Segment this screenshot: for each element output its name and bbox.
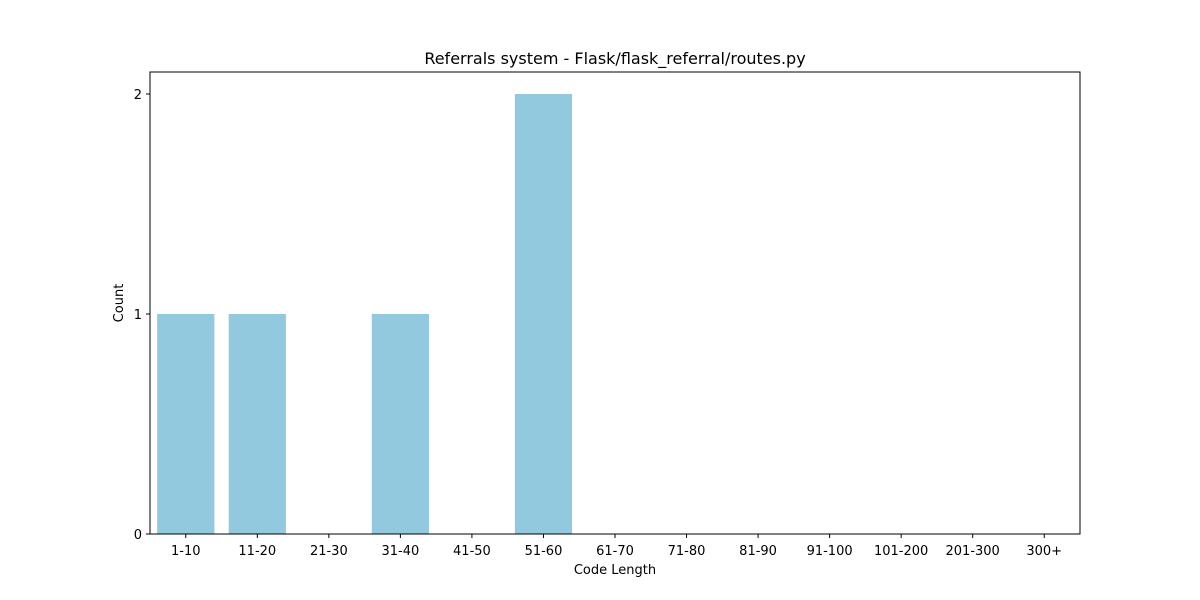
x-tick-label: 71-80 — [668, 544, 706, 559]
x-tick-label: 41-50 — [453, 544, 491, 559]
x-tick-label: 81-90 — [739, 544, 777, 559]
bar-31-40 — [371, 314, 429, 534]
x-tick-label: 91-100 — [807, 544, 853, 559]
x-tick-label: 31-40 — [381, 544, 419, 559]
x-tick-label: 21-30 — [310, 544, 348, 559]
ticks-layer: 1-10 11-20 21-30 31-40 41-50 51-60 61-70 71-80 8… — [134, 88, 1062, 559]
x-tick-label: 51-60 — [525, 544, 563, 559]
x-tick-label: 1-10 — [171, 544, 201, 559]
x-axis-label: Code Length — [574, 563, 656, 578]
y-axis-label: Count — [112, 284, 127, 323]
x-tick-label: 61-70 — [596, 544, 634, 559]
x-tick-label: 11-20 — [238, 544, 276, 559]
y-tick-label: 0 — [134, 528, 142, 543]
x-tick-label: 201-300 — [946, 544, 1000, 559]
y-tick-label: 1 — [134, 308, 142, 323]
x-tick-label: 300+ — [1026, 544, 1062, 559]
y-tick-label: 2 — [134, 88, 142, 103]
plot-frame — [149, 71, 1081, 535]
bar-1-10 — [157, 314, 215, 534]
bar-11-20 — [228, 314, 286, 534]
bar-51-60 — [514, 94, 573, 534]
bars-layer — [157, 94, 573, 534]
x-tick-label: 101-200 — [874, 544, 928, 559]
chart-title: Referrals system - Flask/flask_referral/… — [424, 49, 805, 69]
